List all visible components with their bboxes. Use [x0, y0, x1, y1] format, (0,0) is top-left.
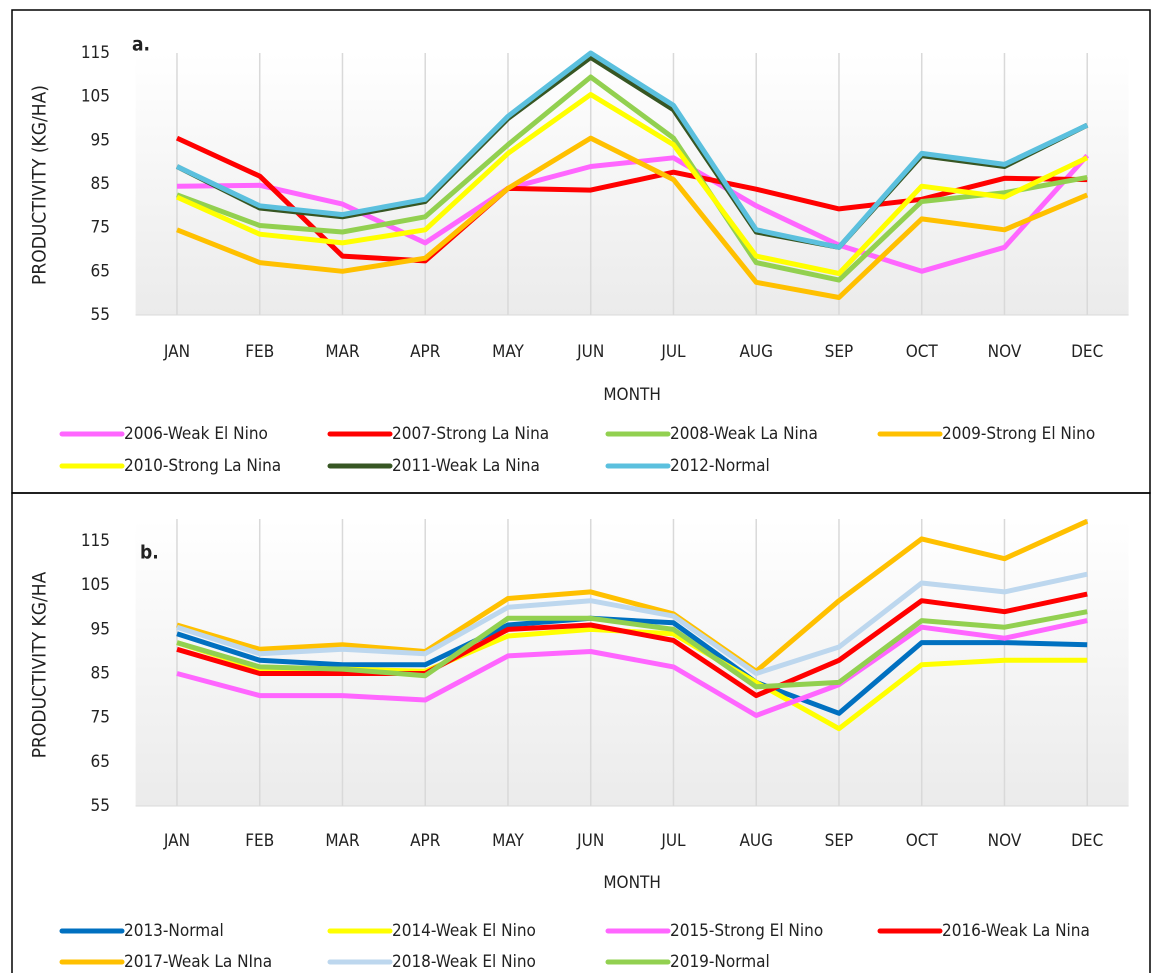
x-tick-label: MAY: [492, 831, 524, 851]
x-tick-label: MAR: [325, 831, 360, 851]
legend-label: 2018-Weak El Nino: [392, 952, 536, 972]
panel-frame: [11, 492, 1151, 977]
y-tick-label: 75: [91, 218, 110, 238]
legend-label: 2014-Weak El Nino: [392, 921, 536, 941]
x-tick-label: AUG: [739, 342, 773, 362]
legend-label: 2007-Strong La Nina: [392, 424, 549, 444]
y-tick-label: 65: [91, 261, 110, 281]
data-line: [176, 609, 1088, 690]
x-tick-label: MAY: [492, 342, 524, 362]
y-tick-label: 115: [81, 531, 110, 551]
y-axis-title: PRODUCTIVITY (KG/HA): [29, 85, 51, 285]
y-tick-label: 115: [81, 43, 110, 63]
legend-label: 2006-Weak El Nino: [124, 424, 268, 444]
legend-label: 2016-Weak La Nina: [942, 921, 1090, 941]
x-tick-label: JAN: [163, 342, 190, 362]
x-tick-label: SEP: [825, 342, 854, 362]
y-tick-label: 75: [91, 708, 110, 728]
data-line: [176, 518, 1089, 674]
data-line: [176, 618, 1088, 718]
x-tick-label: DEC: [1071, 342, 1103, 362]
legend-label: 2010-Strong La Nina: [124, 456, 281, 476]
legend-label: 2019-Normal: [670, 952, 770, 972]
data-line: [176, 615, 1088, 716]
y-tick-label: 95: [91, 619, 110, 639]
y-tick-label: 95: [91, 130, 110, 150]
data-line: [176, 591, 1088, 699]
x-tick-label: NOV: [988, 342, 1022, 362]
data-line: [175, 92, 1089, 276]
x-tick-label: APR: [410, 831, 441, 851]
x-tick-label: APR: [410, 342, 441, 362]
x-tick-label: JAN: [163, 831, 190, 851]
legend-label: 2012-Normal: [670, 456, 770, 476]
x-tick-label: DEC: [1071, 831, 1103, 851]
x-tick-label: MAR: [325, 342, 360, 362]
y-tick-label: 105: [81, 87, 110, 107]
legend-label: 2013-Normal: [124, 921, 224, 941]
y-tick-label: 55: [91, 796, 110, 816]
data-line: [176, 153, 1090, 274]
y-tick-label: 65: [91, 752, 110, 772]
x-tick-label: FEB: [245, 342, 274, 362]
x-axis-title: MONTH: [603, 385, 661, 405]
y-tick-label: 85: [91, 174, 110, 194]
data-line: [176, 571, 1088, 676]
legend-label: 2008-Weak La Nina: [670, 424, 818, 444]
plot-area: [135, 53, 1129, 315]
x-tick-label: OCT: [906, 342, 939, 362]
x-tick-label: NOV: [988, 831, 1022, 851]
y-tick-label: 85: [91, 664, 110, 684]
x-tick-label: SEP: [825, 831, 854, 851]
x-tick-label: FEB: [245, 831, 274, 851]
panel-label: b.: [140, 542, 159, 564]
legend-label: 2011-Weak La Nina: [392, 456, 540, 476]
legend-label: 2017-Weak La NIna: [124, 952, 272, 972]
x-tick-label: JUL: [660, 831, 686, 851]
y-axis-title: PRODUCTIVITY KG/HA: [29, 571, 51, 758]
y-tick-label: 55: [91, 305, 110, 325]
legend-label: 2009-Strong El Nino: [942, 424, 1095, 444]
x-tick-label: AUG: [739, 831, 773, 851]
x-tick-label: OCT: [906, 831, 939, 851]
data-line: [176, 74, 1088, 283]
data-line: [176, 135, 1089, 300]
legend-label: 2015-Strong El Nino: [670, 921, 823, 941]
y-tick-label: 105: [81, 575, 110, 595]
panel-label: a.: [132, 34, 150, 56]
data-line: [175, 50, 1089, 250]
x-tick-label: JUN: [576, 831, 604, 851]
x-tick-label: JUN: [576, 342, 604, 362]
x-axis-title: MONTH: [603, 873, 661, 893]
x-tick-label: JUL: [660, 342, 686, 362]
